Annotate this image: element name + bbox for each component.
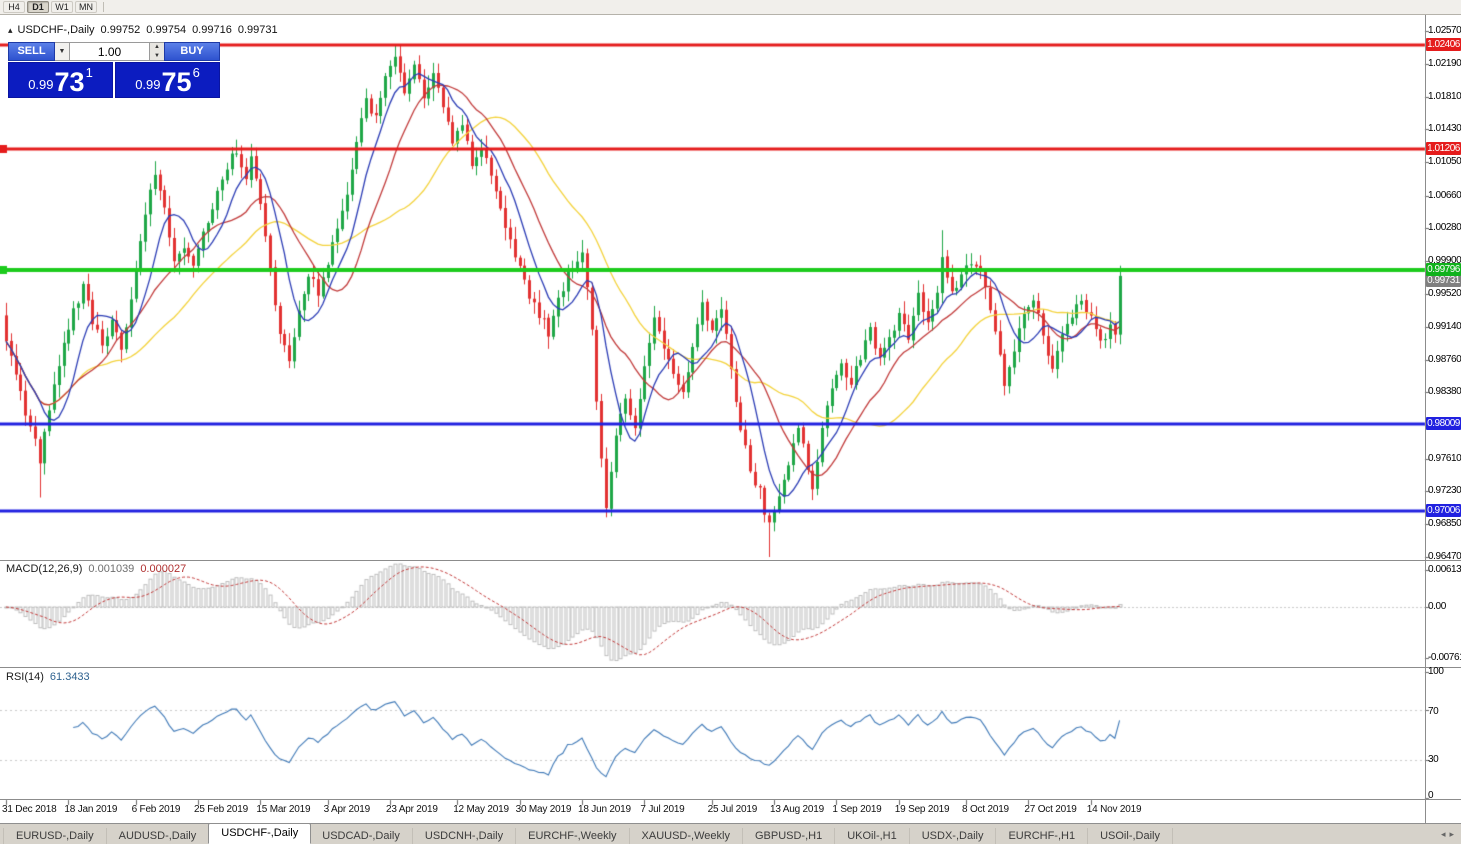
symbol-tab-xauusd-weekly[interactable]: XAUUSD-,Weekly [630,828,743,844]
symbol-tab-usoil-daily[interactable]: USOil-,Daily [1088,828,1173,844]
macd-name: MACD(12,26,9) [6,563,83,575]
toolbar-separator [103,2,104,12]
sell-price-display[interactable]: 0.99 73 1 [8,62,113,98]
symbol-tab-usdcnh-daily[interactable]: USDCNH-,Daily [413,828,517,844]
symbol-tab-ukoil-h1[interactable]: UKOil-,H1 [835,828,910,844]
timeframe-toolbar: H4 D1 W1 MN [0,0,1461,15]
buy-price-small: 0.99 [135,77,161,92]
macd-axis-label: 0.00 [1428,601,1446,612]
rsi-axis-label: 70 [1428,706,1439,717]
rsi-value: 61.3433 [49,671,90,683]
buy-button[interactable]: BUY [164,42,220,61]
macd-main-value: 0.001039 [88,563,135,575]
buy-price-big: 75 [161,67,192,97]
collapse-trade-panel-icon[interactable]: ▴ [8,24,13,35]
tab-scroll-controls: ◂ ▸ [1439,824,1461,844]
timeframe-button-h4[interactable]: H4 [3,1,25,13]
quote-close: 0.99731 [237,24,278,36]
symbol-tab-usdchf-daily[interactable]: USDCHF-,Daily [208,823,312,844]
spinner-up-icon: ▲ [154,44,160,50]
quote-high: 0.99754 [146,24,187,36]
symbol-tab-eurusd-daily[interactable]: EURUSD-,Daily [3,828,107,844]
sell-price-big: 73 [54,67,85,97]
symbol-tab-audusd-daily[interactable]: AUDUSD-,Daily [107,828,210,844]
price-axis-border [1425,15,1426,823]
rsi-name: RSI(14) [6,671,44,683]
buy-price-sup: 6 [192,65,200,80]
timeframe-button-d1[interactable]: D1 [27,1,49,13]
buy-price-display[interactable]: 0.99 75 6 [115,62,220,98]
quote-line: ▴ USDCHF-,Daily 0.99752 0.99754 0.99716 … [8,24,284,36]
chevron-down-icon: ▼ [58,48,66,55]
one-click-trade-panel: SELL ▼ ▲ ▼ BUY 0.99 73 1 0.99 75 6 [8,42,220,98]
volume-spinner[interactable]: ▲ ▼ [150,42,164,61]
macd-label: MACD(12,26,9) 0.001039 0.000027 [6,563,186,575]
spinner-down-icon: ▼ [154,52,160,59]
tab-scroll-right-icon[interactable]: ▸ [1449,829,1454,839]
rsi-axis-label: 30 [1428,754,1439,765]
timeframe-button-w1[interactable]: W1 [51,1,73,13]
sell-button[interactable]: SELL [8,42,55,61]
pane-separator-macd[interactable] [0,560,1461,561]
sell-price-sup: 1 [85,65,93,80]
volume-dropdown-button[interactable]: ▼ [55,42,70,61]
rsi-axis-label: 100 [1428,666,1444,677]
macd-signal-value: 0.000027 [140,563,187,575]
sell-price-small: 0.99 [28,77,54,92]
timeframe-button-mn[interactable]: MN [75,1,97,13]
rsi-label: RSI(14) 61.3433 [6,671,90,683]
quote-low: 0.99716 [192,24,232,36]
macd-axis-label: 0.00613 [1428,564,1461,575]
symbol-tab-eurchf-weekly[interactable]: EURCHF-,Weekly [516,828,630,844]
quote-symbol: USDCHF-,Daily [17,24,95,36]
symbol-tabs: EURUSD-,Daily AUDUSD-,Daily USDCHF-,Daily U… [0,823,1173,844]
tab-scroll-left-icon[interactable]: ◂ [1440,829,1446,839]
quote-open: 0.99752 [100,24,141,36]
chart-canvas[interactable] [0,15,1461,823]
symbol-tab-bar: EURUSD-,Daily AUDUSD-,Daily USDCHF-,Daily U… [0,823,1461,844]
rsi-axis-label: 0 [1428,790,1434,801]
symbol-tab-eurchf-h1[interactable]: EURCHF-,H1 [996,828,1089,844]
symbol-tab-gbpusd-h1[interactable]: GBPUSD-,H1 [743,828,836,844]
volume-input[interactable] [70,42,150,61]
pane-separator-rsi[interactable] [0,667,1461,668]
symbol-tab-usdcad-daily[interactable]: USDCAD-,Daily [310,828,413,844]
macd-axis-label: -0.00761 [1428,652,1461,663]
symbol-tab-usdx-daily[interactable]: USDX-,Daily [910,828,997,844]
pane-separator-dates [0,799,1461,800]
